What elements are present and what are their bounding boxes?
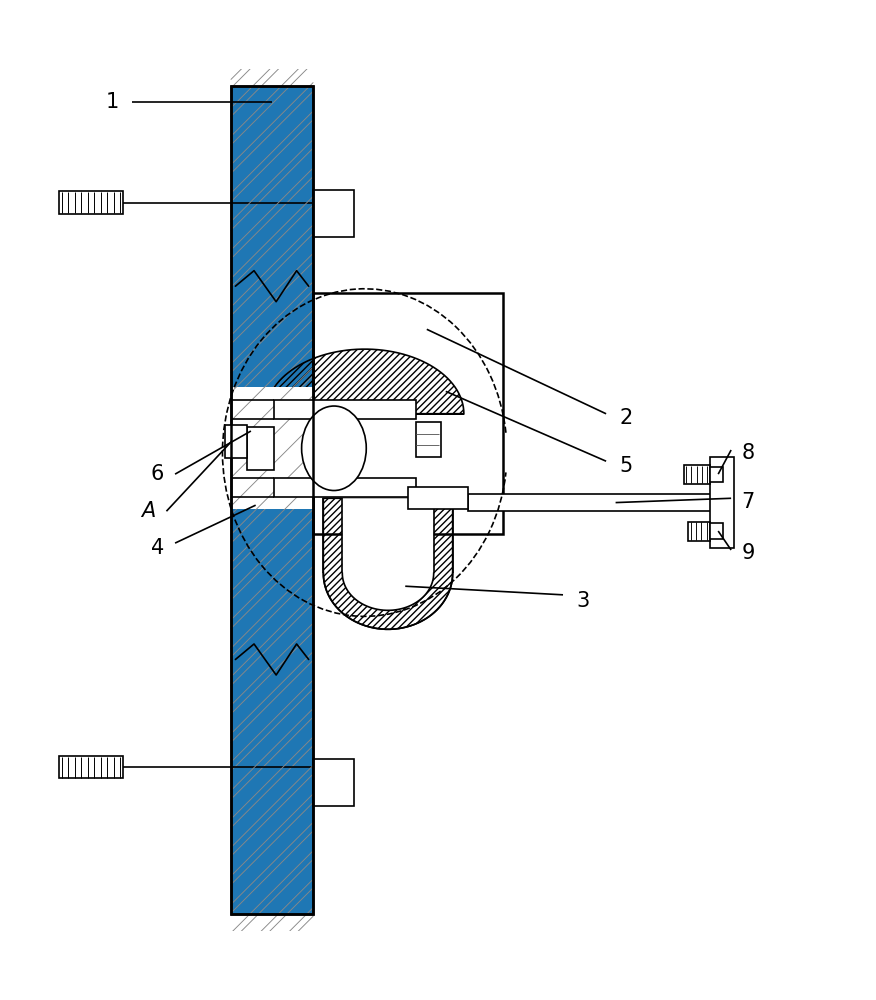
Bar — [710, 467, 724, 482]
Text: 4: 4 — [151, 538, 164, 558]
Ellipse shape — [301, 406, 366, 491]
Bar — [247, 427, 274, 470]
Text: 2: 2 — [619, 408, 632, 428]
Bar — [231, 86, 313, 914]
Text: 3: 3 — [576, 591, 590, 611]
Bar — [231, 387, 313, 509]
Bar — [710, 457, 734, 548]
Text: 1: 1 — [106, 92, 119, 112]
Bar — [313, 190, 355, 237]
Text: 10: 10 — [84, 193, 110, 213]
Text: 9: 9 — [741, 543, 755, 563]
Polygon shape — [343, 498, 434, 610]
Bar — [416, 422, 441, 457]
Bar — [710, 523, 724, 539]
Text: 10: 10 — [84, 757, 110, 777]
Bar — [231, 86, 313, 914]
Bar — [688, 522, 710, 541]
Bar — [408, 487, 468, 509]
Bar — [313, 759, 355, 806]
Bar — [313, 293, 503, 534]
Text: 5: 5 — [619, 456, 632, 476]
Bar — [231, 86, 313, 914]
Text: 8: 8 — [741, 443, 754, 463]
Bar — [59, 756, 124, 778]
Bar — [225, 425, 247, 458]
Bar — [468, 494, 714, 511]
Bar — [274, 400, 416, 419]
Text: 6: 6 — [151, 464, 164, 484]
Text: 7: 7 — [741, 492, 755, 512]
Text: A: A — [141, 501, 155, 521]
Bar — [274, 478, 416, 497]
Bar — [231, 86, 313, 914]
Bar — [59, 191, 124, 214]
Bar — [683, 465, 710, 484]
